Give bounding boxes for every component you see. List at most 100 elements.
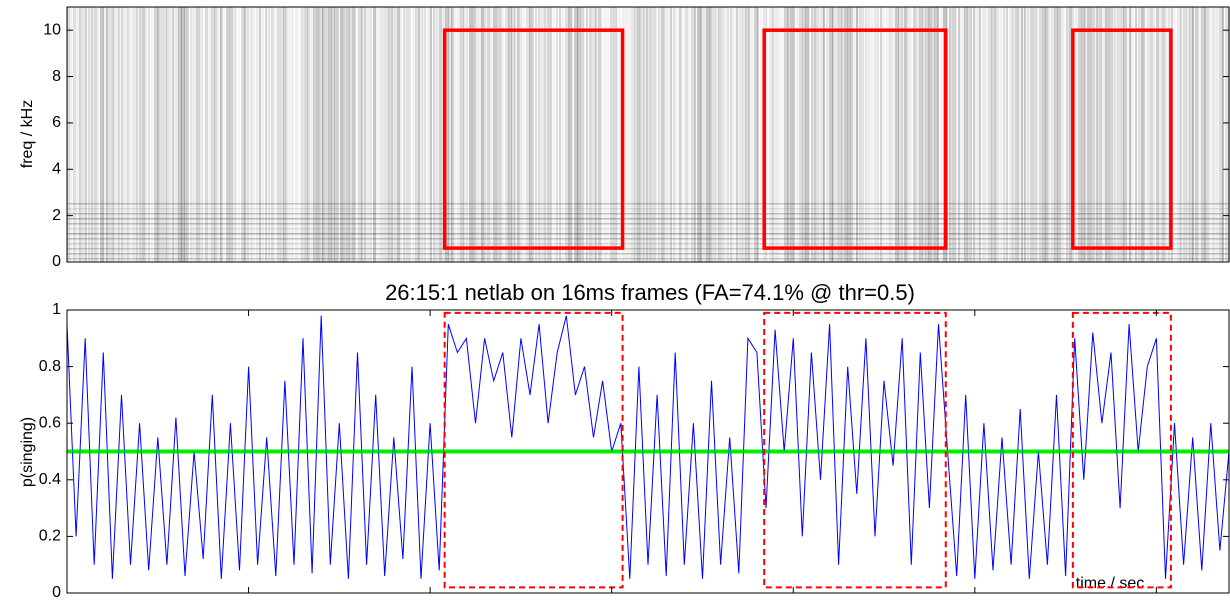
spectrogram-column bbox=[337, 7, 340, 262]
spectrogram-column bbox=[388, 7, 391, 262]
spectrogram-column bbox=[1216, 7, 1219, 262]
spectrogram-column bbox=[256, 7, 259, 262]
spectrogram-column bbox=[547, 7, 551, 262]
spectrogram-column bbox=[304, 7, 308, 262]
spectrogram-column bbox=[790, 7, 794, 262]
spectrogram-column bbox=[343, 7, 346, 262]
spectrogram-column bbox=[1192, 7, 1195, 262]
spectrogram-column bbox=[595, 7, 598, 262]
spectrogram-column bbox=[862, 7, 865, 262]
spectrogram-column bbox=[310, 7, 314, 262]
spectrogram-column bbox=[841, 7, 844, 262]
spectrogram-column bbox=[664, 7, 668, 262]
spectrogram-column bbox=[742, 7, 746, 262]
spectrogram-column bbox=[490, 7, 493, 262]
spectrogram-column bbox=[883, 7, 886, 262]
spectrogram-column bbox=[991, 7, 995, 262]
spectrogram-column bbox=[535, 7, 538, 262]
spectrogram-column bbox=[367, 7, 371, 262]
spectrogram-column bbox=[424, 7, 427, 262]
spectrogram-column bbox=[940, 7, 944, 262]
spectrogram-column bbox=[316, 7, 320, 262]
spectrogram-column bbox=[784, 7, 788, 262]
spectrogram-column bbox=[94, 7, 97, 262]
spectrogram-column bbox=[322, 7, 325, 262]
spectrogram-column bbox=[964, 7, 968, 262]
spectrogram-column bbox=[1132, 7, 1135, 262]
spectrogram-column bbox=[484, 7, 487, 262]
spectrogram-column bbox=[562, 7, 565, 262]
spectrogram-column bbox=[913, 7, 917, 262]
spectrogram-column bbox=[799, 7, 803, 262]
spectrogram-column bbox=[1084, 7, 1087, 262]
spectrogram-column bbox=[895, 7, 899, 262]
y-tick-label: 8 bbox=[52, 68, 61, 85]
spectrogram-column bbox=[988, 7, 992, 262]
spectrogram-column bbox=[844, 7, 848, 262]
spectrogram-column bbox=[1102, 7, 1106, 262]
spectrogram-column bbox=[1141, 7, 1145, 262]
spectrogram-column bbox=[97, 7, 100, 262]
spectrogram-column bbox=[970, 7, 973, 262]
spectrogram-column bbox=[1078, 7, 1082, 262]
spectrogram-column bbox=[574, 7, 578, 262]
spectrogram-column bbox=[1189, 7, 1193, 262]
y-tick-label: 1 bbox=[52, 301, 61, 318]
region-box bbox=[443, 311, 624, 589]
y-axis-label: p(singing) bbox=[19, 417, 36, 487]
spectrogram-column bbox=[613, 7, 617, 262]
spectrogram-column bbox=[307, 7, 310, 262]
spectrogram-column bbox=[556, 7, 559, 262]
spectrogram-column bbox=[340, 7, 344, 262]
spectrogram-column bbox=[976, 7, 980, 262]
spectrogram-column bbox=[661, 7, 665, 262]
spectrogram-column bbox=[1075, 7, 1078, 262]
spectrogram-column bbox=[874, 7, 877, 262]
spectrogram-column bbox=[568, 7, 572, 262]
spectrogram-column bbox=[808, 7, 811, 262]
spectrogram-column bbox=[1183, 7, 1187, 262]
spectrogram-column bbox=[85, 7, 88, 262]
spectrogram-column bbox=[523, 7, 526, 262]
probability-line bbox=[66, 315, 1230, 579]
spectrogram-column bbox=[898, 7, 902, 262]
spectrogram-column bbox=[565, 7, 569, 262]
spectrogram-column bbox=[319, 7, 323, 262]
spectrogram-column bbox=[427, 7, 431, 262]
spectrogram-column bbox=[190, 7, 193, 262]
spectrogram-column bbox=[313, 7, 316, 262]
spectrogram-column bbox=[1201, 7, 1205, 262]
spectrogram-column bbox=[253, 7, 256, 262]
spectrogram-column bbox=[616, 7, 619, 262]
spectrogram-column bbox=[1210, 7, 1214, 262]
spectrogram-column bbox=[646, 7, 649, 262]
spectrogram-column bbox=[418, 7, 421, 262]
spectrogram-column bbox=[904, 7, 908, 262]
spectrogram-column bbox=[754, 7, 758, 262]
spectrogram-column bbox=[592, 7, 596, 262]
spectrogram-column bbox=[439, 7, 442, 262]
spectrogram-column bbox=[832, 7, 835, 262]
spectrogram-column bbox=[196, 7, 200, 262]
spectrogram-column bbox=[514, 7, 517, 262]
spectrogram-column bbox=[793, 7, 796, 262]
spectrogram-column bbox=[121, 7, 124, 262]
spectrogram-column bbox=[1219, 7, 1223, 262]
spectrogram-column bbox=[847, 7, 851, 262]
spectrogram-band bbox=[67, 258, 1229, 260]
spectrogram-column bbox=[133, 7, 137, 262]
spectrogram-column bbox=[364, 7, 367, 262]
spectrogram-column bbox=[1117, 7, 1120, 262]
spectrogram-band bbox=[67, 223, 1229, 225]
spectrogram-column bbox=[511, 7, 515, 262]
spectrogram-column bbox=[1018, 7, 1021, 262]
spectrogram-column bbox=[496, 7, 500, 262]
spectrogram-band bbox=[67, 208, 1229, 210]
spectrogram-band bbox=[67, 218, 1229, 220]
spectrogram-column bbox=[289, 7, 293, 262]
spectrogram-image bbox=[67, 7, 1230, 262]
spectrogram-column bbox=[1060, 7, 1064, 262]
spectrogram-column bbox=[1048, 7, 1052, 262]
spectrogram-column bbox=[283, 7, 287, 262]
